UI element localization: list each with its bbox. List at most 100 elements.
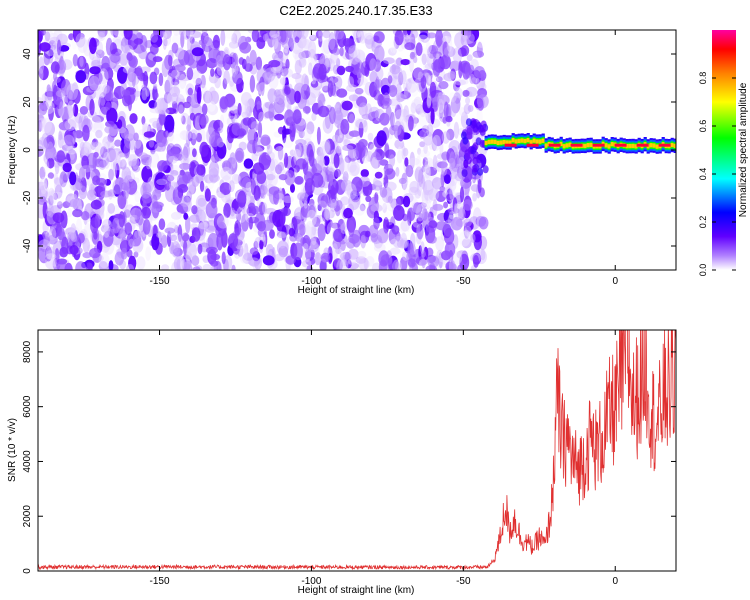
spectrogram-cell xyxy=(475,77,480,87)
spectrogram-cell xyxy=(38,234,44,247)
spectrogram-cell xyxy=(158,218,166,230)
spectrogram-cell xyxy=(114,139,122,147)
spectrogram-cell xyxy=(396,150,403,164)
spectrogram-cell xyxy=(330,222,341,229)
spectrogram-cell xyxy=(79,141,86,150)
spectrogram-cell xyxy=(168,155,178,164)
spectrogram-cell xyxy=(323,155,330,166)
spectrogram-cell xyxy=(214,75,221,89)
spectrogram-cell xyxy=(454,201,465,219)
spectrogram-cell xyxy=(40,86,46,103)
spectrogram-cell xyxy=(189,129,198,140)
spectrogram-cell xyxy=(157,160,168,172)
spectrogram-cell xyxy=(180,112,189,125)
spectrogram-cell xyxy=(446,128,455,141)
spectrogram-cell xyxy=(164,227,176,234)
spectrogram-cell xyxy=(158,109,166,126)
spectrogram-cell xyxy=(420,75,427,89)
spectrogram-cell xyxy=(363,257,369,270)
spectrogram-cell xyxy=(353,49,366,63)
spectrogram-cell xyxy=(56,201,63,209)
spectrogram-cell xyxy=(135,65,143,80)
spectrogram-cell xyxy=(401,145,406,160)
spectrogram-cell xyxy=(186,243,198,259)
spectrogram-cell xyxy=(133,251,139,258)
spectrogram-cell xyxy=(383,92,390,105)
spectrogram-cell xyxy=(391,225,400,235)
spectrogram-cell xyxy=(351,176,363,193)
spectrogram-cell xyxy=(107,133,115,143)
spectrogram-cell xyxy=(505,140,509,145)
spectrogram-cell xyxy=(61,236,69,255)
spectrogram-cell xyxy=(98,160,106,170)
spectrogram-cell xyxy=(45,97,53,110)
spectrogram-cell xyxy=(424,159,431,174)
spectrogram-cell xyxy=(107,203,115,214)
spectrogram-cell xyxy=(202,90,213,104)
spectrogram-cell xyxy=(435,190,447,202)
spectrogram-cell xyxy=(142,219,151,235)
spectrogram-cell xyxy=(177,82,187,99)
spectrogram-ylabel: Frequency (Hz) xyxy=(7,116,18,185)
spectrogram-cell xyxy=(398,177,407,185)
spectrogram-cell xyxy=(154,98,164,115)
spectrogram-cell xyxy=(418,109,429,127)
spectrogram-cell xyxy=(479,139,486,148)
spectrogram-cell xyxy=(496,140,500,145)
spectrogram-cell xyxy=(333,110,344,125)
spectrogram-cell xyxy=(354,87,364,95)
spectrogram-cell xyxy=(141,116,146,125)
spectrogram-cell xyxy=(254,212,266,230)
spectrogram-cell xyxy=(448,92,457,103)
spectrogram-cell xyxy=(341,179,348,192)
spectrogram-cell xyxy=(444,174,451,185)
spectrogram-cell xyxy=(413,96,422,109)
spectrogram-cell xyxy=(529,140,533,145)
spectrogram-cell xyxy=(204,44,210,60)
spectrogram-cell xyxy=(38,239,51,250)
spectrogram-cell xyxy=(318,30,324,42)
spectrogram-cell xyxy=(48,195,54,206)
spectrogram-cell xyxy=(294,36,300,43)
spectrogram-cell xyxy=(390,96,398,110)
spectrogram-cell xyxy=(317,193,329,207)
spectrogram-cell xyxy=(78,115,83,132)
spectrogram-cell xyxy=(411,99,422,109)
spectrogram-cell xyxy=(308,62,313,76)
spectrogram-cell xyxy=(98,96,105,109)
spectrogram-cell xyxy=(487,139,491,145)
spectrogram-cell xyxy=(43,177,54,192)
x-tick-label: 0 xyxy=(612,576,618,587)
spectrogram-cell xyxy=(145,159,152,170)
spectrogram-cell xyxy=(462,199,473,211)
spectrogram-cell xyxy=(323,100,332,108)
spectrogram-cell xyxy=(404,42,416,51)
spectrogram-cell xyxy=(262,33,269,42)
spectrogram-cell xyxy=(451,251,463,265)
spectrogram-cell xyxy=(278,187,283,204)
spectrogram-cell xyxy=(128,156,133,168)
spectrogram-cell xyxy=(268,59,281,68)
spectrogram-cell xyxy=(81,211,90,221)
spectrogram-cell xyxy=(311,172,324,188)
spectrogram-cell xyxy=(174,225,179,234)
spectrogram-cell xyxy=(352,30,361,39)
spectrogram-cell xyxy=(217,127,223,134)
spectrogram-cell xyxy=(237,190,247,208)
spectrogram-cell xyxy=(260,134,271,146)
spectrogram-cell xyxy=(136,211,144,226)
spectrogram-cell xyxy=(341,144,354,151)
spectrogram-cell xyxy=(83,115,89,128)
spectrogram-cell xyxy=(417,34,428,42)
spectrogram-cell xyxy=(167,174,179,183)
spectrogram-cell xyxy=(349,161,360,177)
spectrogram-cell xyxy=(48,227,57,241)
spectrogram-cell xyxy=(69,198,78,208)
spectrogram-cell xyxy=(407,258,416,268)
spectrogram-cell xyxy=(290,183,295,193)
spectrogram-cell xyxy=(175,70,186,81)
spectrogram-cell xyxy=(344,38,356,54)
spectrogram-cell xyxy=(80,165,92,173)
spectrogram-cell xyxy=(268,103,275,122)
